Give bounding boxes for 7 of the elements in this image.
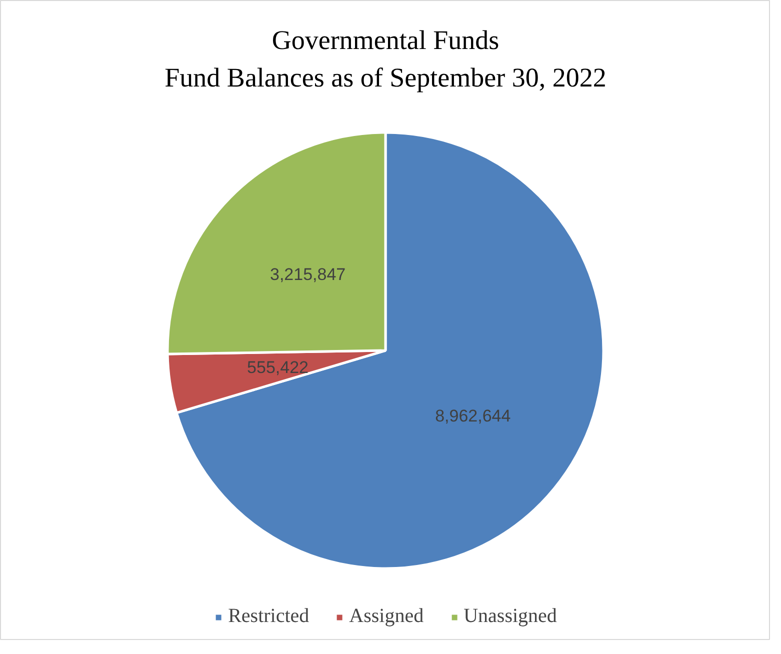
legend-label: Unassigned	[464, 605, 557, 628]
data-label: 555,422	[247, 358, 308, 378]
legend-label: Assigned	[349, 605, 424, 628]
data-label: 8,962,644	[435, 406, 511, 426]
legend-label: Restricted	[228, 605, 310, 628]
data-label: 3,215,847	[270, 265, 346, 284]
chart-title: Governmental Funds Fund Balances as of September 30, 2022	[164, 24, 606, 92]
